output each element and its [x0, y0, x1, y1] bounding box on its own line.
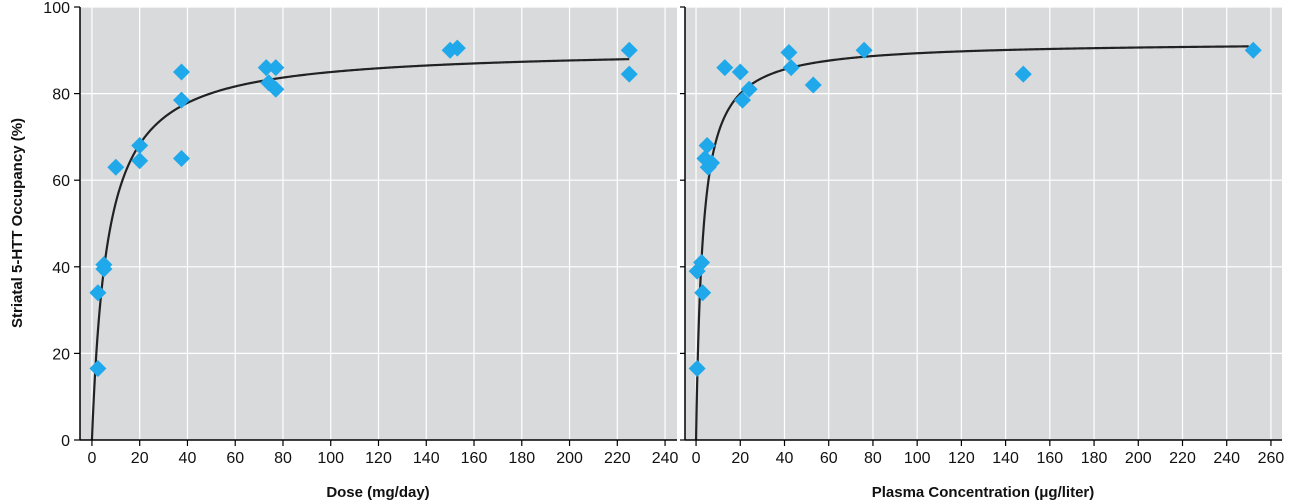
- plasma-x-tick-label: 0: [692, 450, 701, 467]
- dose-gridlines: [80, 6, 677, 440]
- dose-x-tick-label: 100: [317, 450, 344, 467]
- plasma-x-tick-label: 120: [948, 450, 975, 467]
- dose-x-tick-label: 120: [365, 450, 392, 467]
- plasma-data-point: [855, 41, 873, 59]
- dose-data-point: [107, 158, 125, 176]
- plasma-x-tick-label: 220: [1169, 450, 1196, 467]
- plasma-gridlines: [685, 6, 1282, 440]
- dose-x-tick-label: 60: [226, 450, 244, 467]
- plasma-x-tick-label: 240: [1213, 450, 1240, 467]
- plasma-x-tick-label: 40: [776, 450, 794, 467]
- dose-fit-curve-group: [90, 58, 630, 441]
- plasma-data-point: [731, 63, 749, 81]
- dose-y-tick-label: 60: [52, 173, 70, 190]
- dose-data-point: [620, 41, 638, 59]
- dose-x-tick-label: 80: [274, 450, 292, 467]
- dose-fit-curve: [90, 58, 630, 441]
- dose-data-point: [172, 91, 190, 109]
- dose-x-tick-label: 160: [461, 450, 488, 467]
- y-axis-title: Striatal 5-HTT Occupancy (%): [9, 118, 26, 328]
- dose-data-point: [267, 59, 285, 77]
- dose-x-axis-title: Dose (mg/day): [326, 484, 429, 501]
- plasma-x-tick-label: 60: [820, 450, 838, 467]
- dose-y-tick-label: 20: [52, 346, 70, 363]
- dose-data-point: [448, 39, 466, 57]
- plasma-data-points: [688, 41, 1262, 378]
- dose-y-tick-label: 100: [43, 0, 70, 17]
- dose-data-point: [267, 80, 285, 98]
- plasma-x-tick-label: 80: [864, 450, 882, 467]
- plasma-data-point: [782, 59, 800, 77]
- dose-data-point: [95, 260, 113, 278]
- plasma-data-point: [804, 76, 822, 94]
- dose-data-point: [620, 65, 638, 83]
- plasma-data-point: [716, 59, 734, 77]
- plasma-x-tick-label: 100: [904, 450, 931, 467]
- dose-x-tick-label: 220: [604, 450, 631, 467]
- dose-data-point: [257, 59, 275, 77]
- dose-ticks: 0 20 40 60 80 100 120 140 160 180 200 220 240 0 20 40 60…: [43, 0, 678, 467]
- plasma-data-point: [694, 284, 712, 302]
- plasma-data-point: [733, 91, 751, 109]
- dose-x-tick-label: 20: [131, 450, 149, 467]
- dose-x-tick-label: 0: [87, 450, 96, 467]
- dose-x-tick-label: 140: [413, 450, 440, 467]
- plasma-x-tick-label: 260: [1258, 450, 1285, 467]
- plasma-data-point: [693, 253, 711, 271]
- plasma-x-tick-label: 200: [1125, 450, 1152, 467]
- plasma-x-tick-label: 160: [1036, 450, 1063, 467]
- plasma-x-tick-label: 180: [1081, 450, 1108, 467]
- dose-x-tick-label: 180: [508, 450, 535, 467]
- plasma-ticks: 0 20 40 60 80 100 120 140 160 180 200 220 240 260: [680, 6, 1285, 467]
- plasma-x-axis-title: Plasma Concentration (μg/liter): [872, 484, 1095, 501]
- plasma-data-point: [1244, 41, 1262, 59]
- plasma-data-point: [688, 360, 706, 378]
- plasma-data-point: [1014, 65, 1032, 83]
- dose-y-tick-label: 80: [52, 87, 70, 104]
- plasma-data-point: [780, 43, 798, 61]
- dose-data-point: [89, 284, 107, 302]
- plasma-data-point: [703, 154, 721, 172]
- dose-data-point: [172, 63, 190, 81]
- dose-data-point: [131, 137, 149, 155]
- plasma-x-tick-label: 20: [731, 450, 749, 467]
- plasma-data-point: [698, 137, 716, 155]
- plasma-x-tick-label: 140: [992, 450, 1019, 467]
- dose-panel: 0 20 40 60 80 100 120 140 160 180 200 220 240 0 20 40 60…: [9, 0, 679, 501]
- dose-y-tick-label: 40: [52, 260, 70, 277]
- dose-data-point: [172, 150, 190, 168]
- dose-data-point: [89, 360, 107, 378]
- dose-y-tick-label: 0: [61, 433, 70, 450]
- dose-x-tick-label: 200: [556, 450, 583, 467]
- dose-data-point: [131, 152, 149, 170]
- dose-x-tick-label: 40: [179, 450, 197, 467]
- dose-data-points: [89, 39, 638, 378]
- dose-x-tick-label: 240: [652, 450, 679, 467]
- plasma-data-point: [740, 80, 758, 98]
- plasma-panel: 0 20 40 60 80 100 120 140 160 180 200 220 240 260 Pla…: [680, 6, 1285, 501]
